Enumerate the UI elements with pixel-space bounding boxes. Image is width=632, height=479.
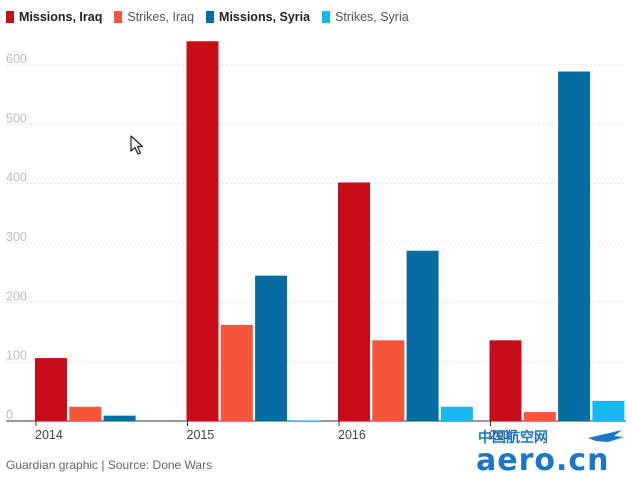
watermark-chinese-text: 中国航空网 — [478, 429, 548, 446]
y-tick-label-200: 200 — [6, 289, 27, 303]
y-tick-label-300: 300 — [6, 230, 27, 244]
bar-missions-syria-2017 — [558, 71, 591, 421]
bar-missions-iraq-2017 — [489, 340, 522, 421]
y-tick-label-500: 500 — [6, 111, 27, 125]
legend-swatch-strikes-syria — [322, 11, 331, 23]
watermark-domain-text: aero.cn — [476, 443, 610, 474]
legend-label-missions-iraq: Missions, Iraq — [19, 10, 103, 24]
y-tick-label-0: 0 — [6, 408, 13, 422]
bar-missions-syria-2014 — [103, 415, 136, 421]
x-tick-label-2015: 2015 — [187, 428, 215, 442]
bar-strikes-syria-2015 — [289, 420, 322, 421]
x-tick-label-2014: 2014 — [35, 428, 63, 442]
legend-label-strikes-iraq: Strikes, Iraq — [127, 10, 195, 24]
legend-swatch-missions-iraq — [6, 11, 14, 23]
legend-item-missions-iraq: Missions, Iraq — [6, 10, 102, 24]
legend-swatch-strikes-iraq — [114, 11, 123, 23]
bar-missions-iraq-2014 — [35, 358, 67, 421]
mouse-cursor-icon — [130, 135, 144, 155]
bar-missions-syria-2015 — [255, 275, 288, 421]
y-tick-label-600: 600 — [6, 52, 27, 66]
x-tick-label-2017: 2017 — [490, 428, 518, 442]
x-tick-label-2016: 2016 — [338, 428, 366, 442]
source-credit: Guardian graphic | Source: Done Wars — [6, 458, 213, 472]
bar-strikes-iraq-2017 — [523, 412, 556, 421]
y-tick-label-100: 100 — [6, 349, 27, 363]
bar-strikes-iraq-2016 — [372, 340, 405, 421]
bar-missions-syria-2016 — [406, 250, 439, 421]
bar-missions-iraq-2016 — [338, 182, 370, 421]
legend-label-strikes-syria: Strikes, Syria — [335, 10, 409, 24]
airplane-icon — [588, 430, 624, 442]
bar-strikes-iraq-2015 — [220, 324, 253, 421]
bar-missions-iraq-2015 — [186, 41, 219, 422]
legend-label-missions-syria: Missions, Syria — [219, 10, 311, 24]
legend-item-strikes-iraq: Strikes, Iraq — [114, 10, 194, 24]
legend-swatch-missions-syria — [206, 11, 215, 23]
bar-strikes-iraq-2014 — [69, 406, 102, 421]
legend: Missions, Iraq Strikes, Iraq Missions, S… — [6, 8, 421, 26]
y-tick-label-400: 400 — [6, 171, 27, 185]
bar-strikes-syria-2016 — [440, 406, 473, 421]
bar-strikes-syria-2017 — [592, 400, 625, 421]
legend-item-missions-syria: Missions, Syria — [206, 10, 310, 24]
legend-item-strikes-syria: Strikes, Syria — [322, 10, 409, 24]
aero-cn-watermark-logo: 中国航空网 aero.cn — [476, 429, 624, 474]
